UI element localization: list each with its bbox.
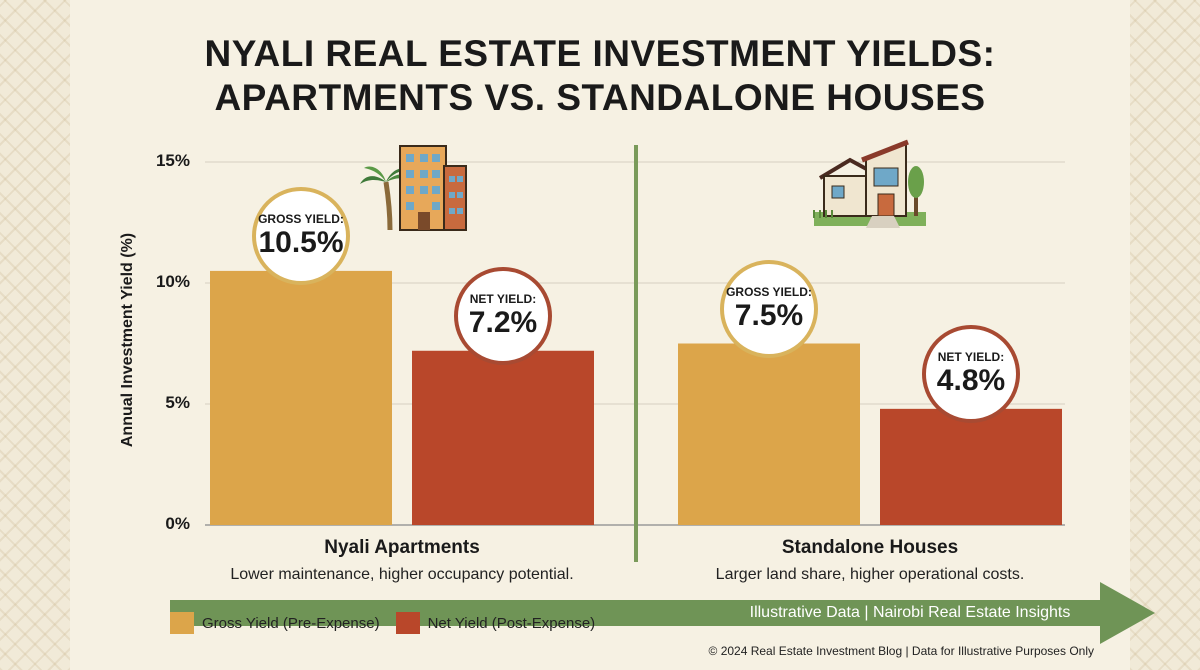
category-label: Nyali Apartments <box>324 537 480 558</box>
house-icon <box>813 139 926 228</box>
banner-arrow <box>170 582 1155 644</box>
bubble-label: GROSS YIELD: <box>726 284 812 299</box>
bubble-label: NET YIELD: <box>937 349 1005 364</box>
bubble-value: 10.5% <box>258 225 344 259</box>
legend-label-net: Net Yield (Post-Expense) <box>427 614 596 632</box>
legend-swatch-gross <box>170 612 194 634</box>
title-line-2: APARTMENTS VS. STANDALONE HOUSES <box>214 77 986 118</box>
net-yield-bar <box>412 350 594 525</box>
bubble-value: 7.5% <box>734 298 804 332</box>
bubble-value: 4.8% <box>936 363 1006 397</box>
arrow-banner-text: Illustrative Data | Nairobi Real Estate … <box>749 604 1071 621</box>
category-note: Lower maintenance, higher occupancy pote… <box>230 566 574 583</box>
right-tribal-pattern <box>1130 0 1200 670</box>
legend-label-gross: Gross Yield (Pre-Expense) <box>202 614 380 632</box>
chart-legend: Gross Yield (Pre-Expense) Net Yield (Pos… <box>170 612 611 634</box>
gross-yield-bubble: GROSS YIELD: 7.5% <box>720 259 818 358</box>
gross-yield-bar <box>678 343 860 525</box>
gross-yield-bar <box>210 270 392 525</box>
y-tick-label: 15% <box>155 151 190 170</box>
footer-copyright: © 2024 Real Estate Investment Blog | Dat… <box>708 644 1094 658</box>
y-tick-label: 5% <box>165 393 190 412</box>
bubble-label: NET YIELD: <box>469 291 537 306</box>
chart-title: NYALI REAL ESTATE INVESTMENT YIELDS: APA… <box>0 32 1200 120</box>
category-label: Standalone Houses <box>781 537 959 558</box>
y-tick-label: 10% <box>155 272 190 291</box>
title-line-1: NYALI REAL ESTATE INVESTMENT YIELDS: <box>204 33 996 74</box>
net-yield-bubble: NET YIELD: 7.2% <box>454 266 552 365</box>
bubble-label: GROSS YIELD: <box>258 211 344 226</box>
legend-swatch-net <box>395 612 420 634</box>
gross-yield-bubble: GROSS YIELD: 10.5% <box>252 186 350 285</box>
net-yield-bar <box>880 408 1062 525</box>
bubble-value: 7.2% <box>468 305 538 339</box>
apartment-building-icon <box>360 145 467 231</box>
y-axis-label: Annual Investment Yield (%) <box>119 232 136 448</box>
y-tick-label: 0% <box>165 514 190 533</box>
left-tribal-pattern <box>0 0 70 670</box>
net-yield-bubble: NET YIELD: 4.8% <box>922 324 1020 423</box>
category-note: Larger land share, higher operational co… <box>715 566 1025 583</box>
